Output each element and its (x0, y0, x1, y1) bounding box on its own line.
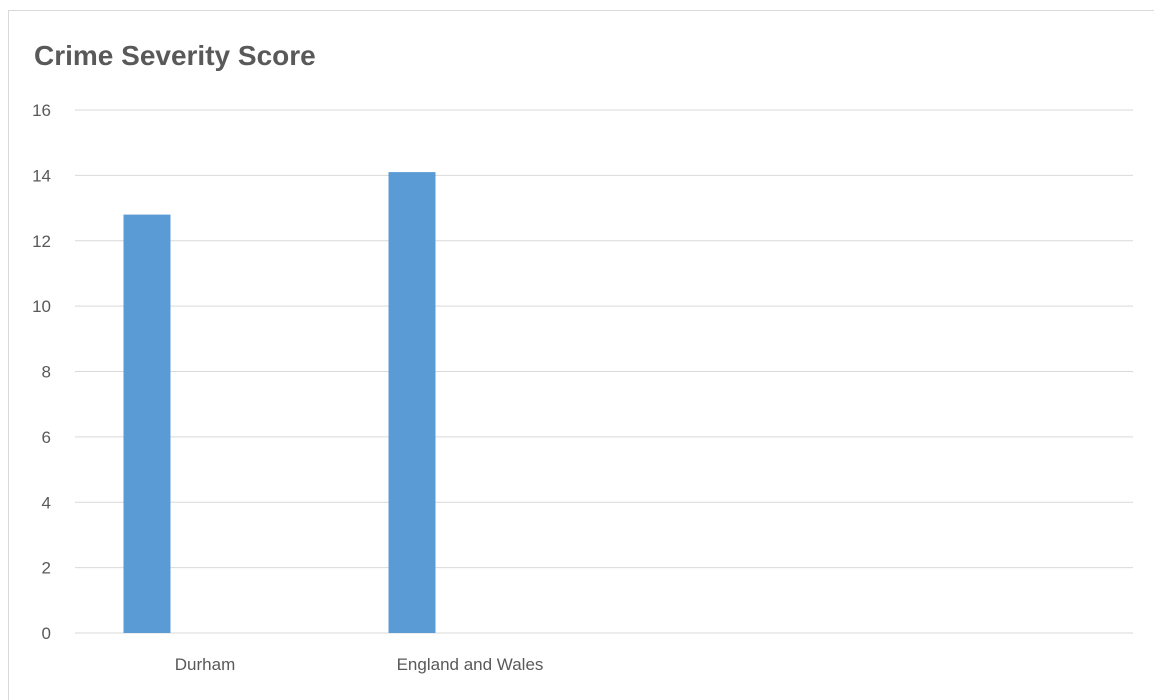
bar-england-and-wales (388, 172, 436, 633)
chart-area (8, 10, 1154, 700)
x-category-label: England and Wales (397, 655, 544, 674)
chart-title: Crime Severity Score (34, 40, 316, 71)
y-tick-label: 10 (32, 297, 51, 316)
y-tick-label: 16 (32, 101, 51, 120)
bars (123, 172, 436, 633)
x-axis-categories: Durham England and Wales (175, 655, 544, 674)
y-tick-label: 8 (42, 363, 51, 382)
y-tick-label: 0 (42, 624, 51, 643)
x-category-label: Durham (175, 655, 235, 674)
y-tick-label: 6 (42, 428, 51, 447)
y-axis-ticks: 0 2 4 6 8 10 12 14 16 (32, 101, 51, 643)
bar-durham (123, 214, 171, 633)
bar-chart: 0 2 4 6 8 10 12 14 16 Durham England and Wales (32, 101, 1133, 674)
y-tick-label: 12 (32, 232, 51, 251)
y-tick-label: 2 (42, 559, 51, 578)
gridlines (75, 109, 1133, 634)
y-tick-label: 14 (32, 166, 51, 185)
y-tick-label: 4 (42, 493, 51, 512)
